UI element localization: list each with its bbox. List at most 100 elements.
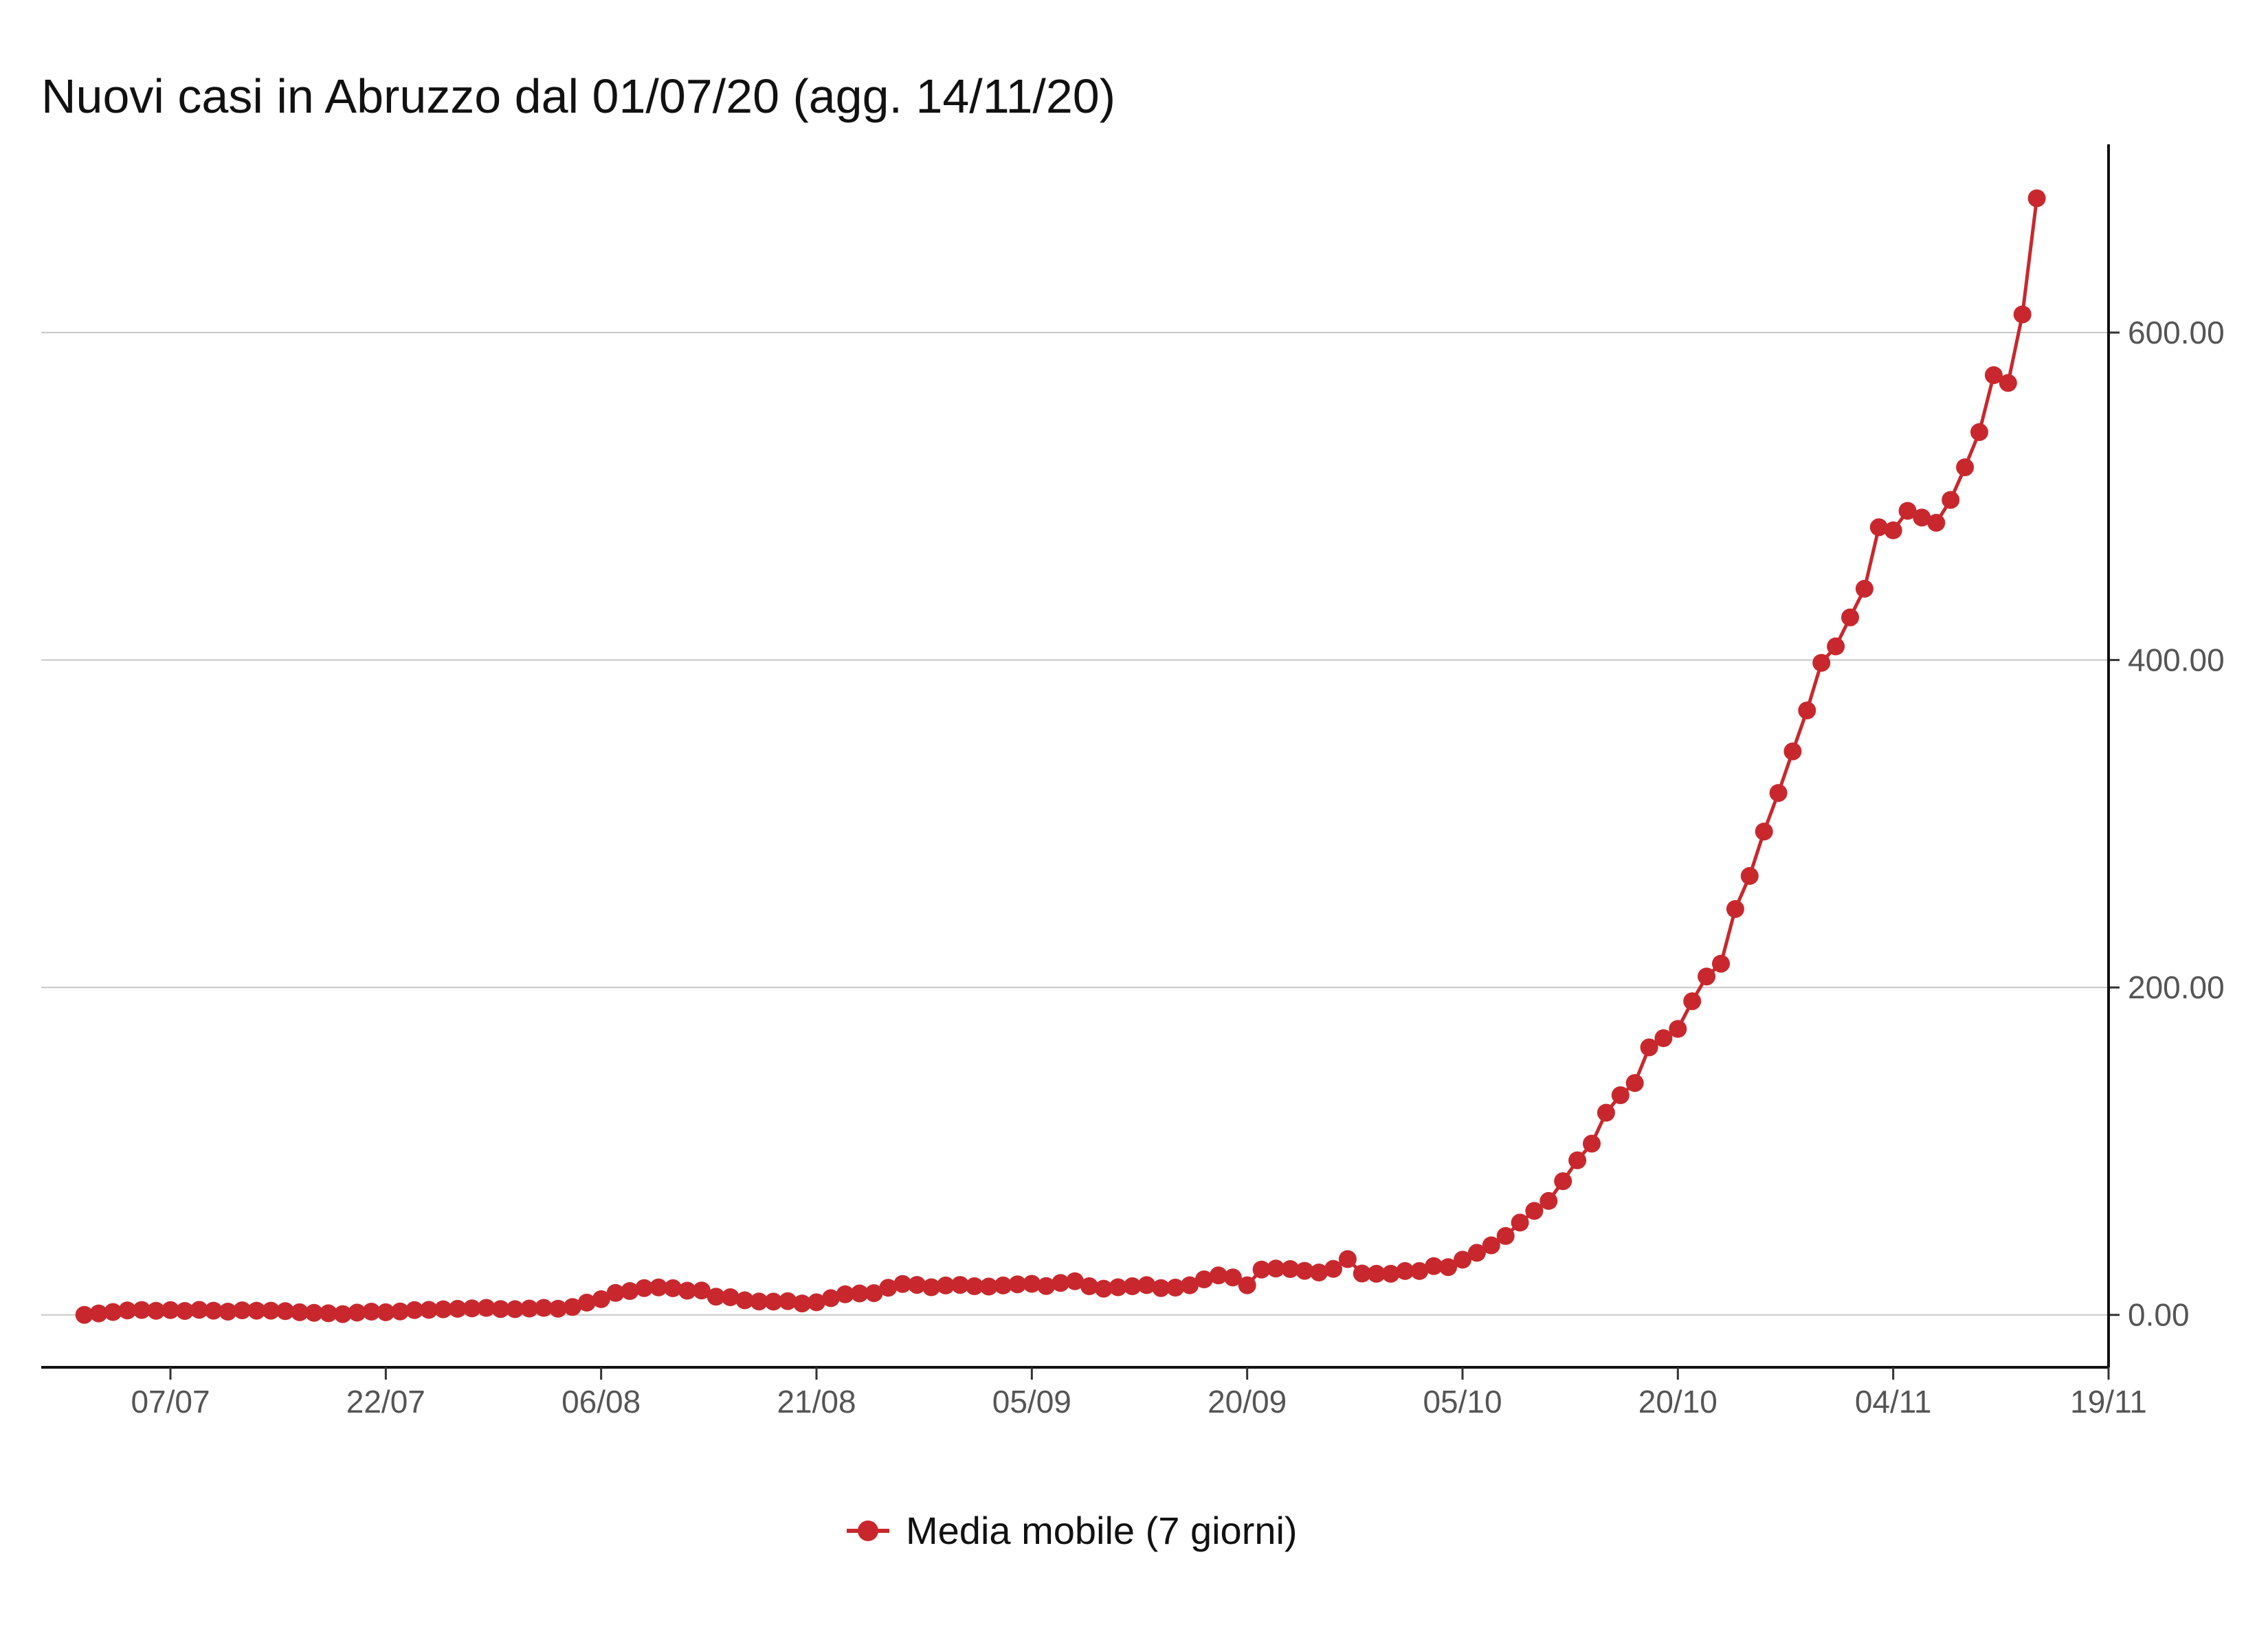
data-point — [1338, 1250, 1357, 1268]
data-point — [1109, 1278, 1127, 1297]
data-point — [1740, 866, 1759, 885]
data-point — [621, 1282, 639, 1300]
data-point — [75, 1305, 93, 1324]
series-line — [84, 198, 2039, 1317]
data-point — [89, 1304, 108, 1323]
data-point — [1123, 1277, 1142, 1295]
data-point — [865, 1284, 883, 1303]
x-tick-label: 04/11 — [1855, 1384, 1932, 1420]
data-point — [1296, 1261, 1314, 1280]
legend-swatch-marker — [858, 1520, 878, 1541]
data-point — [118, 1301, 137, 1320]
data-point — [2027, 189, 2046, 207]
data-point — [1367, 1264, 1386, 1283]
legend-label: Media mobile (7 giorni) — [906, 1509, 1298, 1552]
data-point — [1956, 458, 1975, 477]
data-point — [276, 1302, 295, 1321]
data-point — [994, 1276, 1012, 1294]
data-point — [1611, 1086, 1630, 1104]
data-point — [1855, 579, 1874, 598]
data-point — [420, 1301, 438, 1319]
data-point — [678, 1281, 696, 1300]
data-point — [1511, 1213, 1529, 1232]
data-point — [937, 1276, 955, 1294]
data-point — [1841, 608, 1859, 627]
data-point — [1238, 1276, 1256, 1294]
data-point — [793, 1294, 812, 1313]
data-point — [808, 1293, 825, 1312]
data-point — [1654, 1029, 1673, 1047]
data-point — [1166, 1279, 1185, 1297]
data-point — [1755, 822, 1773, 841]
x-tick-label: 06/08 — [562, 1384, 641, 1420]
data-point — [233, 1301, 252, 1320]
data-point — [2013, 305, 2032, 324]
data-point — [520, 1299, 539, 1318]
legend: Media mobile (7 giorni) — [845, 1508, 1298, 1553]
data-point — [434, 1300, 452, 1319]
data-point — [821, 1289, 840, 1308]
data-point — [448, 1299, 467, 1318]
data-point — [1252, 1260, 1271, 1279]
data-point — [1769, 784, 1788, 803]
data-point — [922, 1278, 941, 1297]
data-point — [1482, 1236, 1500, 1255]
data-point — [1942, 491, 1960, 509]
data-point — [635, 1279, 654, 1297]
data-point — [304, 1303, 323, 1322]
x-tick-label: 20/09 — [1208, 1384, 1287, 1420]
data-point — [1223, 1268, 1242, 1287]
data-point — [606, 1283, 625, 1302]
data-point — [592, 1290, 610, 1308]
data-point — [1640, 1038, 1658, 1057]
legend-swatch — [847, 1520, 889, 1541]
data-point — [1683, 992, 1702, 1011]
data-point — [1869, 518, 1888, 537]
data-point — [908, 1276, 926, 1294]
data-point — [879, 1279, 898, 1297]
x-tick-label: 07/07 — [131, 1384, 210, 1420]
grid-lines — [41, 332, 2109, 1316]
data-point — [1496, 1226, 1515, 1245]
data-point — [979, 1277, 998, 1296]
data-point — [1726, 900, 1744, 918]
data-point — [1310, 1264, 1328, 1281]
data-point — [750, 1292, 768, 1311]
data-point — [1439, 1258, 1458, 1277]
data-point — [1094, 1279, 1113, 1298]
data-point — [491, 1300, 510, 1319]
data-point — [1984, 366, 2003, 384]
x-tick-label: 20/10 — [1638, 1384, 1717, 1420]
data-point — [262, 1301, 280, 1320]
data-point — [1396, 1261, 1414, 1280]
data-point — [1467, 1244, 1486, 1262]
data-point — [1381, 1264, 1400, 1283]
data-point — [291, 1303, 309, 1321]
data-point — [1324, 1259, 1342, 1278]
data-point — [162, 1301, 179, 1319]
data-point — [463, 1299, 481, 1318]
x-tick-label: 19/11 — [2070, 1384, 2147, 1420]
data-point — [477, 1299, 496, 1317]
data-point — [1597, 1103, 1615, 1122]
data-point — [1181, 1276, 1199, 1294]
data-point — [1798, 702, 1816, 719]
data-point — [247, 1301, 266, 1320]
data-point — [836, 1285, 854, 1303]
data-point — [1898, 502, 1917, 520]
x-tick-label: 05/10 — [1423, 1384, 1502, 1420]
data-point — [104, 1303, 122, 1321]
series-media-mobile — [75, 189, 2046, 1324]
x-tick-label: 22/07 — [346, 1384, 425, 1420]
data-point — [563, 1298, 581, 1316]
data-point — [764, 1292, 783, 1311]
data-point — [1812, 653, 1831, 672]
data-point — [1066, 1272, 1084, 1290]
data-point — [1669, 1020, 1687, 1038]
x-tick-label: 21/08 — [777, 1384, 856, 1420]
data-point — [1783, 742, 1802, 761]
data-point — [1454, 1250, 1471, 1269]
data-point — [549, 1299, 567, 1318]
data-point — [391, 1302, 410, 1321]
data-point — [1884, 521, 1902, 539]
